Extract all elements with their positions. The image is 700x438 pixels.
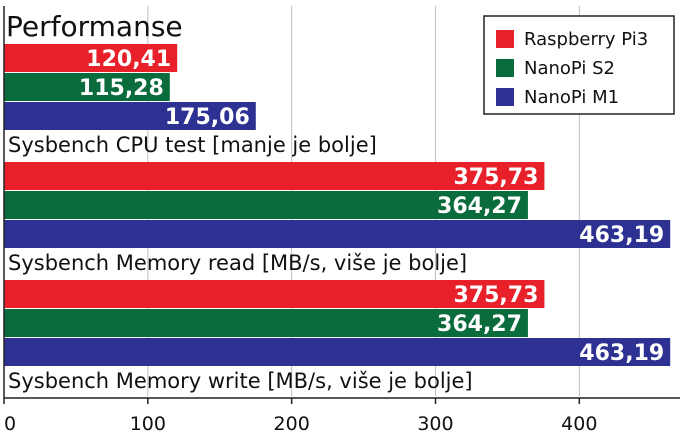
legend-entry: Raspberry Pi3 [524,29,648,50]
x-tick-label: 100 [130,413,166,435]
bar [4,338,671,366]
legend: Raspberry Pi3 NanoPi S2 NanoPi M1 [483,15,675,115]
x-tick-label: 400 [561,413,597,435]
legend-entry: NanoPi M1 [524,87,619,108]
bar-value-label: 175,06 [165,105,250,130]
legend-box [483,15,675,115]
x-axis: 0 100 200 300 400 [3,6,680,435]
group-labels: Sysbench CPU test [manje je bolje] Sysben… [8,133,473,393]
bar [4,73,170,101]
x-tick-label: 0 [4,413,16,435]
bar [4,102,256,130]
legend-swatch [496,30,514,48]
bar-value-label: 364,27 [437,194,522,219]
bar-value-label: 463,19 [579,341,664,366]
bar-value-label: 120,41 [86,47,171,72]
bar-value-label: 375,73 [454,283,539,308]
bar [4,162,545,190]
bar [4,191,528,219]
bar-value-label: 115,28 [79,76,164,101]
legend-swatch [496,88,514,106]
legend-swatch [496,59,514,77]
group-label: Sysbench CPU test [manje je bolje] [8,133,377,157]
bar [4,44,178,72]
chart-title: Performanse [6,10,183,43]
bar-value-label: 463,19 [579,223,664,248]
legend-entry: NanoPi S2 [524,58,615,79]
x-tick-label: 200 [274,413,310,435]
bar-value-label: 375,73 [454,165,539,190]
bar-value-label: 364,27 [437,312,522,337]
x-tick-label: 300 [417,413,453,435]
bar [4,220,671,248]
group-label: Sysbench Memory read [MB/s, više je bolj… [8,251,467,275]
group-label: Sysbench Memory write [MB/s, više je bol… [8,369,473,393]
bar [4,280,545,308]
bar [4,309,528,337]
